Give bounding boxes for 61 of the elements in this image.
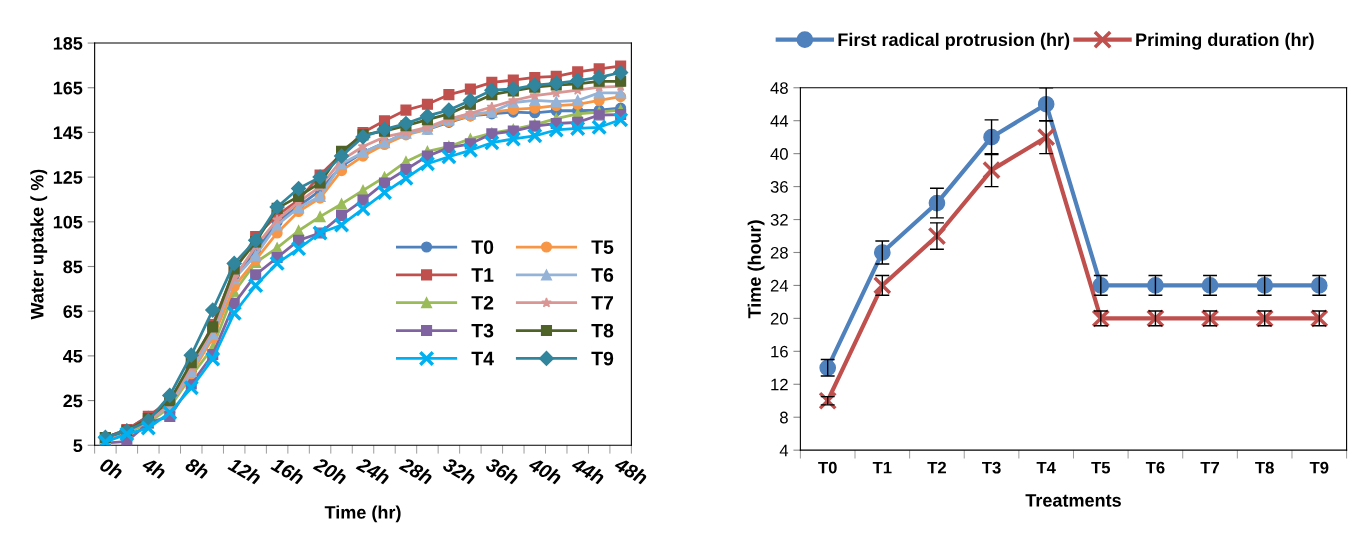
y-axis-title: Water uptake ( %): [30, 169, 48, 320]
x-tick-label: 20h: [312, 456, 349, 486]
x-tick-label: 24h: [355, 456, 392, 485]
y-axis-title: Time (hour): [747, 220, 765, 319]
x-axis-title: Treatments: [1025, 494, 1121, 507]
y-tick-label: 40: [770, 148, 788, 160]
x-tick-label: 36h: [484, 456, 521, 486]
x-tick-label: T7: [1200, 461, 1220, 474]
x-tick-label: T1: [872, 461, 892, 474]
y-tick-label: 85: [63, 260, 83, 274]
x-tick-label: T6: [1145, 461, 1165, 474]
y-tick-label: 48: [770, 82, 788, 94]
y-tick-label: 25: [63, 394, 83, 408]
x-tick-label: 44h: [570, 456, 607, 485]
y-tick-label: 12: [771, 378, 788, 391]
y-tick-label: 28: [770, 246, 788, 259]
legend-label: T4: [471, 351, 494, 366]
x-tick-label: T4: [1036, 461, 1056, 474]
y-tick-label: 145: [53, 126, 83, 140]
y-tick-label: 165: [53, 81, 83, 95]
y-tick-label: 44: [770, 115, 789, 127]
y-tick-label: 45: [63, 350, 83, 363]
x-tick-label: 4h: [140, 456, 168, 480]
x-tick-label: T3: [982, 461, 1001, 474]
x-tick-label: T5: [1091, 461, 1111, 474]
y-tick-label: 32: [770, 213, 788, 226]
y-tick-label: 105: [53, 215, 83, 229]
legend-label: T5: [591, 240, 614, 255]
x-tick-label: 28h: [398, 456, 435, 486]
x-tick-label: 32h: [441, 456, 478, 486]
x-tick-label: 0h: [98, 456, 125, 480]
y-tick-label: 20: [770, 312, 788, 325]
y-tick-label: 65: [63, 305, 83, 318]
y-tick-label: 185: [53, 36, 83, 50]
legend-label: T7: [591, 296, 614, 310]
x-axis-title: Time (hr): [324, 505, 401, 523]
x-tick-label: 8h: [184, 456, 211, 480]
y-tick-label: 125: [53, 171, 83, 184]
x-tick-label: 40h: [527, 456, 564, 486]
legend-label: T2: [471, 295, 494, 310]
legend-label: T8: [591, 323, 614, 338]
legend-label: T3: [471, 323, 494, 338]
x-tick-label: T2: [927, 461, 946, 474]
legend-label: Priming duration (hr): [1136, 32, 1314, 50]
y-tick-label: 24: [770, 279, 789, 292]
x-tick-label: 16h: [270, 456, 306, 486]
y-tick-label: 36: [770, 180, 788, 193]
y-tick-label: 8: [780, 411, 788, 424]
x-tick-label: T9: [1309, 461, 1329, 474]
x-tick-label: T8: [1255, 461, 1274, 474]
y-tick-label: 5: [73, 439, 83, 452]
x-tick-label: T0: [818, 461, 837, 474]
y-tick-label: 4: [779, 444, 789, 457]
x-tick-label: 12h: [227, 456, 263, 485]
legend-label: T0: [471, 240, 494, 255]
legend-label: First radical protrusion (hr): [838, 32, 1070, 50]
legend-label: T9: [591, 351, 614, 366]
x-tick-label: 48h: [613, 456, 649, 486]
y-tick-label: 16: [771, 345, 788, 358]
legend-label: T6: [591, 268, 614, 282]
legend-label: T1: [471, 268, 494, 282]
